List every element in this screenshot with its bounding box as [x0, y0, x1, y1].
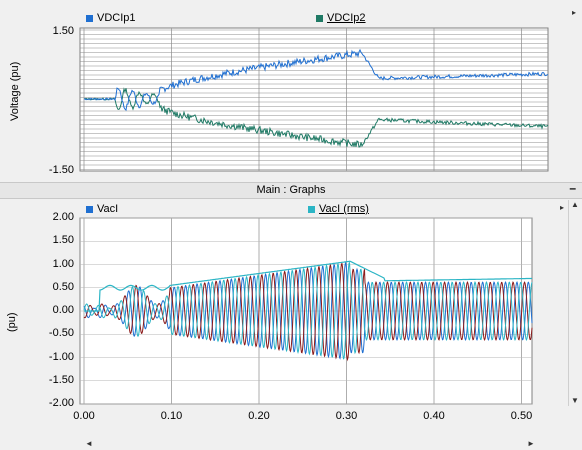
bottom-ytick: 2.00: [52, 211, 74, 223]
top-legend-item-1[interactable]: VDCIp1: [86, 12, 136, 24]
legend-label: VacI (rms): [319, 203, 369, 215]
scroll-down-icon[interactable]: ▼: [571, 396, 579, 405]
bottom-ytick: -2.00: [48, 397, 74, 409]
legend-label: VacI: [97, 203, 119, 215]
bottom-graph-plot[interactable]: [0, 198, 582, 450]
bottom-ytick: 1.00: [52, 257, 74, 270]
graph-frame-title: Main : Graphs: [256, 184, 326, 196]
scroll-left-icon[interactable]: ◄: [85, 439, 93, 448]
bottom-ytick: -1.00: [48, 350, 74, 363]
bottom-ytick: 1.50: [52, 234, 74, 247]
bottom-legend-item-2[interactable]: VacI (rms): [308, 203, 369, 215]
x-tick-label: 0.30: [335, 410, 358, 422]
bottom-ytick: -0.50: [48, 327, 74, 340]
bottom-graph-menu-arrow-icon[interactable]: ▸: [560, 203, 565, 212]
top-ytick-max: 1.50: [52, 25, 74, 37]
bottom-graph-panel: (pu) 2.00 1.50 1.00 0.50 0.00 -0.50 -1.00 -1.50…: [0, 198, 582, 450]
vertical-scrollbar[interactable]: ▲ ▼: [568, 200, 581, 406]
scroll-up-icon[interactable]: ▲: [571, 200, 579, 209]
collapse-button[interactable]: –: [569, 181, 576, 195]
x-tick-label: 0.40: [423, 410, 445, 422]
x-tick-label: 0.00: [73, 410, 95, 422]
bottom-legend-item-1[interactable]: VacI: [86, 203, 118, 215]
top-graph-plot[interactable]: [0, 0, 582, 182]
legend-label: VDCIp2: [327, 12, 366, 24]
bottom-ytick: 0.50: [52, 280, 74, 293]
legend-swatch-icon: [86, 14, 93, 22]
legend-swatch-icon: [316, 14, 323, 22]
top-legend-item-2[interactable]: VDCIp2: [316, 12, 366, 24]
top-ytick-min: -1.50: [48, 164, 74, 176]
top-graph-panel: Voltage (pu) 1.50 -1.50 VDCIp1 VDCIp2 ▸: [0, 0, 582, 182]
bottom-ytick: -1.50: [48, 373, 74, 386]
bottom-ytick: 0.00: [52, 304, 74, 316]
horizontal-scrollbar[interactable]: ◄ ►: [84, 438, 536, 450]
top-graph-menu-arrow-icon[interactable]: ▸: [572, 8, 577, 17]
x-tick-label: 0.50: [510, 410, 533, 422]
top-graph-traces: [83, 48, 549, 148]
x-tick-label: 0.10: [160, 410, 183, 422]
graph-frame-titlebar[interactable]: Main : Graphs –: [0, 181, 582, 199]
legend-label: VDCIp1: [97, 12, 136, 24]
x-tick-label: 0.20: [248, 410, 270, 422]
bottom-graph-traces: [83, 260, 533, 362]
legend-swatch-icon: [86, 205, 93, 213]
legend-swatch-icon: [308, 205, 315, 213]
scroll-right-icon[interactable]: ►: [527, 439, 535, 448]
